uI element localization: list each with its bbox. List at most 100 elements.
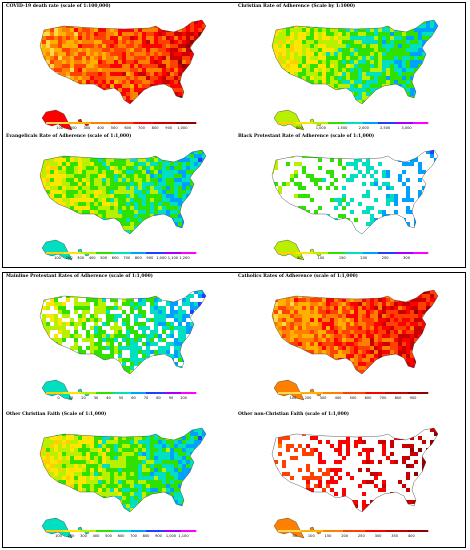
county-cell [374,36,378,40]
county-cell [282,60,286,64]
county-cell [374,314,378,318]
county-cell [154,52,158,56]
county-cell [326,318,330,322]
county-cell [158,96,162,100]
county-cell [414,24,418,28]
county-cell [390,92,394,96]
county-cell [410,72,414,76]
county-cell [74,206,78,210]
county-cell [422,338,426,342]
colorbar-segment [193,392,197,394]
county-cell [334,92,338,96]
county-cell [194,370,198,374]
county-cell [310,366,314,370]
county-cell [186,350,190,354]
colorbar-tick-label: 500 [296,126,304,130]
county-cell [354,64,358,68]
colorbar-segment [71,392,74,394]
county-cell [82,234,86,238]
county-cell [122,92,126,96]
county-cell [426,44,430,48]
county-cell [418,52,422,56]
county-cell [318,366,322,370]
county-cell [78,218,82,222]
colorbar-segment [393,252,396,254]
colorbar-segment [81,392,84,394]
county-cell [40,166,42,170]
county-cell [334,56,338,60]
county-cell [118,32,122,36]
county-cell [78,76,82,80]
county-cell [114,32,118,36]
county-cell [402,358,406,362]
county-cell [338,80,342,84]
county-cell [286,326,290,330]
colorbar-segment [425,252,429,254]
county-cell [298,214,302,218]
colorbar-segment [101,122,104,124]
county-cell [182,100,186,104]
county-cell [86,290,90,294]
county-cell [358,354,362,358]
county-cell [354,162,358,166]
colorbar-segment [151,252,154,254]
county-cell [150,334,154,338]
county-cell [102,306,106,310]
county-cell [138,60,142,64]
county-cell [110,154,114,158]
county-cell [338,158,342,162]
county-cell [94,20,98,24]
county-cell [194,358,198,362]
county-cell [158,68,162,72]
county-cell [166,234,170,238]
county-cell [410,36,414,40]
colorbar-segment [136,252,139,254]
colorbar-segment [413,122,416,124]
county-cell [362,52,366,56]
county-cell [394,326,398,330]
county-cell [186,20,190,24]
county-cell [114,202,118,206]
colorbar-segment [93,122,97,124]
county-cell [374,294,378,298]
county-cell [310,100,314,104]
county-cell [126,334,130,338]
county-cell [150,40,154,44]
county-cell [414,330,418,334]
county-cell [418,338,422,342]
county-cell [190,96,194,100]
county-cell [434,56,438,60]
county-cell [406,92,410,96]
county-cell [106,64,110,68]
county-cell [186,218,190,222]
colorbar-segment [298,252,301,254]
county-cell [338,362,342,366]
county-cell [138,306,142,310]
county-cell [198,96,202,100]
county-cell [194,36,198,40]
county-cell [190,338,194,342]
county-cell [202,60,206,64]
county-cell [322,306,326,310]
county-cell [50,170,54,174]
county-cell [118,210,122,214]
county-cell [274,64,278,68]
county-cell [154,178,158,182]
county-cell [162,170,166,174]
county-cell [114,150,118,154]
county-cell [198,68,202,72]
county-cell [426,322,430,326]
county-cell [146,334,150,338]
county-cell [314,302,318,306]
county-cell [390,302,394,306]
county-cell [150,48,154,52]
colorbar-segment [148,122,152,124]
county-cell [110,68,114,72]
county-cell [62,100,66,104]
county-cell [350,174,354,178]
county-cell [438,350,442,354]
county-cell [54,88,58,92]
county-cell [390,36,394,40]
county-cell [406,222,410,226]
county-cell [198,92,202,96]
